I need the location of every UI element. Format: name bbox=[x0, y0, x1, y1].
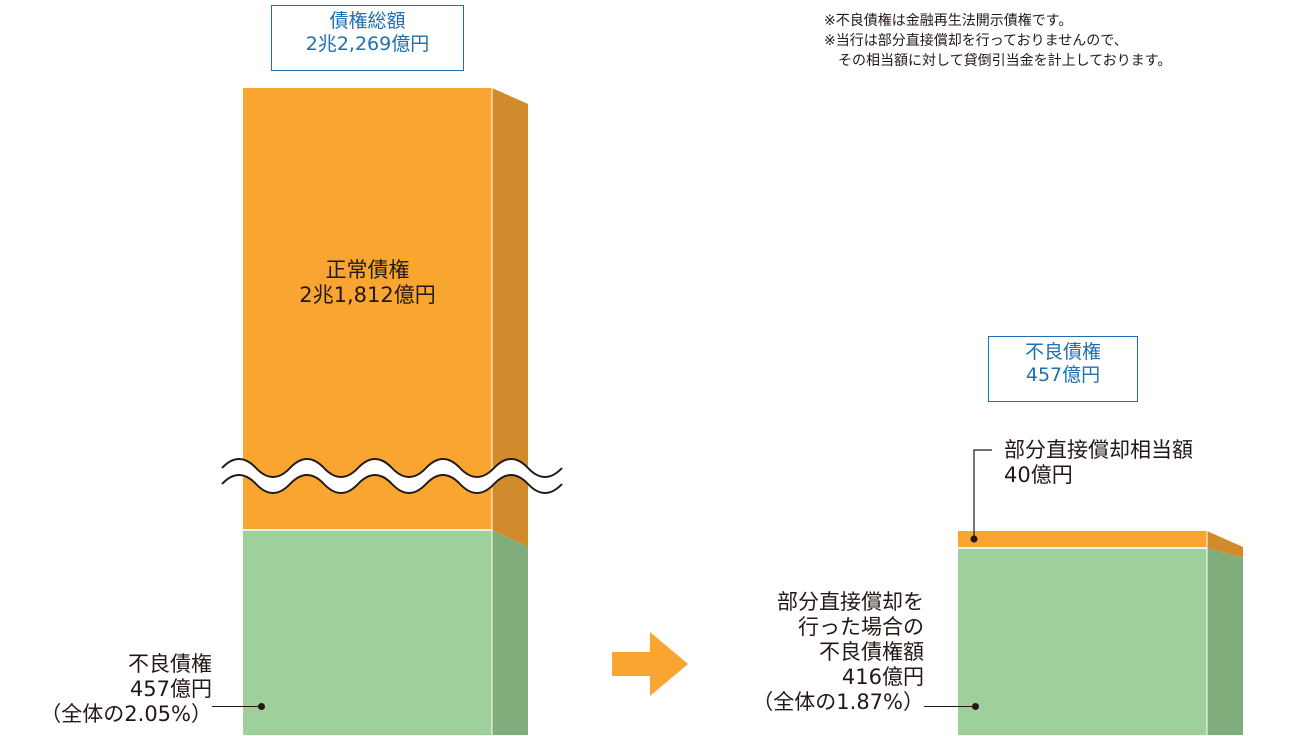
after-value: 416億円 bbox=[841, 665, 924, 689]
left-bad-leader bbox=[212, 706, 262, 707]
right-bar-writeoff-front bbox=[958, 531, 1207, 548]
writeoff-value: 40億円 bbox=[1004, 463, 1073, 487]
right-arrow-icon bbox=[612, 632, 688, 696]
bad-claims-box: 不良債権 457億円 bbox=[988, 336, 1138, 402]
writeoff-leader bbox=[973, 449, 992, 538]
writeoff-label: 部分直接償却相当額 40億円 bbox=[1004, 438, 1193, 488]
left-bar-bad-side bbox=[492, 530, 528, 735]
left-bar-normal-front bbox=[243, 88, 492, 530]
after-line-1: 部分直接償却を bbox=[777, 590, 924, 614]
after-share: （全体の1.87%） bbox=[752, 690, 924, 714]
left-bad-value: 457億円 bbox=[129, 677, 212, 701]
after-line-3: 不良債権額 bbox=[819, 640, 924, 664]
writeoff-title: 部分直接償却相当額 bbox=[1004, 438, 1193, 462]
after-writeoff-label: 部分直接償却を 行った場合の 不良債権額 416億円 （全体の1.87%） bbox=[700, 590, 924, 715]
left-bad-title: 不良債権 bbox=[128, 652, 212, 676]
normal-claims-title: 正常債権 bbox=[325, 258, 410, 282]
left-bad-dot bbox=[258, 703, 265, 710]
wave-break-icon bbox=[221, 458, 563, 494]
normal-claims-label: 正常債権 2兆1,812億円 bbox=[243, 258, 492, 308]
right-bar-after-front bbox=[958, 548, 1207, 735]
after-dot bbox=[972, 703, 979, 710]
right-bar-after-side bbox=[1207, 548, 1243, 735]
total-claims-box: 債権総額 2兆2,269億円 bbox=[271, 5, 464, 71]
left-bar-normal-side bbox=[492, 88, 528, 547]
total-claims-value: 2兆2,269億円 bbox=[305, 33, 430, 55]
note-1: ※不良債権は金融再生法開示債権です。 bbox=[824, 13, 1073, 29]
after-line-2: 行った場合の bbox=[798, 615, 924, 639]
bad-claims-box-value: 457億円 bbox=[1025, 364, 1101, 386]
after-leader bbox=[924, 706, 976, 707]
note-2: ※当行は部分直接償却を行っておりませんので、 bbox=[824, 33, 1128, 49]
left-bad-share: （全体の2.05%） bbox=[40, 702, 212, 726]
bad-claims-box-title: 不良債権 bbox=[1024, 341, 1101, 363]
left-bad-claims-label: 不良債権 457億円 （全体の2.05%） bbox=[0, 652, 212, 727]
left-bar-bad-front bbox=[243, 530, 492, 735]
right-bar-writeoff-side bbox=[1207, 531, 1243, 558]
note-3: その相当額に対して貸倒引当金を計上しております。 bbox=[824, 53, 1172, 69]
normal-claims-value: 2兆1,812億円 bbox=[299, 283, 436, 307]
total-claims-title: 債権総額 bbox=[329, 10, 406, 32]
